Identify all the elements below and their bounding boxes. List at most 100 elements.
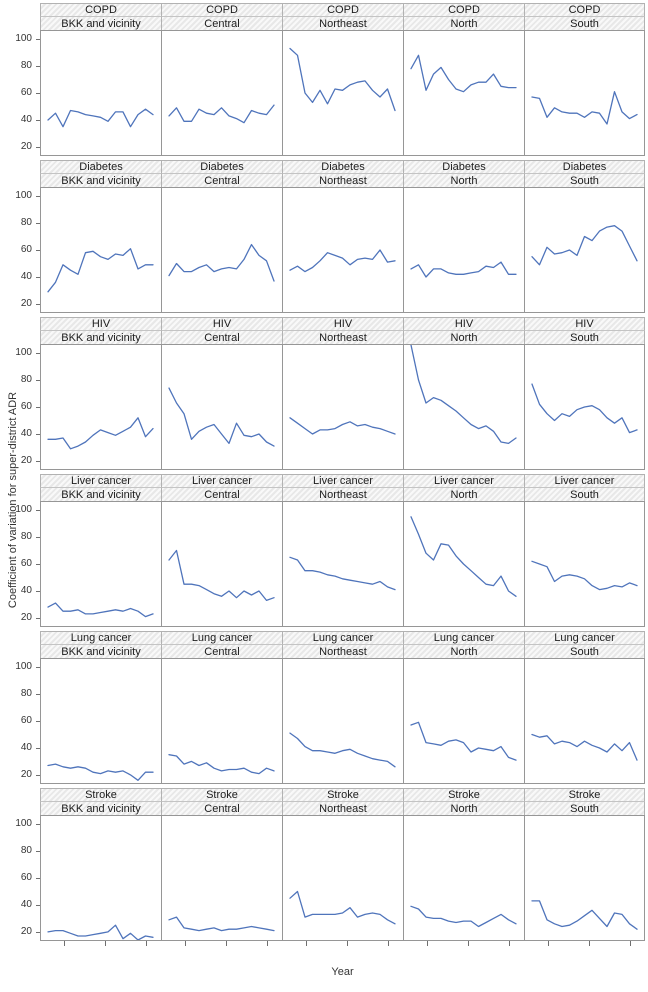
y-tick-label: 20: [20, 140, 32, 152]
y-tick-mark: [36, 223, 40, 225]
panel-diabetes-bkk-and-vicinity: [40, 187, 161, 313]
disease-strip-cell-diabetes: Diabetes: [282, 160, 403, 173]
y-tick-mark: [36, 747, 40, 749]
disease-strip-cell-stroke: Stroke: [282, 788, 403, 801]
region-strip: BKK and vicinity Central Northeast North Sou…: [40, 16, 645, 30]
panel-liver-cancer-north: [403, 501, 524, 627]
region-strip-cell-northeast: Northeast: [282, 16, 403, 30]
panel-hiv-central: [161, 344, 282, 470]
panel-copd-south: [524, 30, 645, 156]
disease-strip-cell-copd: COPD: [282, 3, 403, 16]
x-tick-mark: [468, 941, 469, 946]
y-tick-mark: [36, 774, 40, 776]
disease-strip-cell-stroke: Stroke: [40, 788, 161, 801]
y-tick-label: 80: [20, 531, 32, 543]
row-grid-stroke: Stroke Stroke Stroke Stroke Stroke BKK and vi…: [40, 788, 645, 941]
y-tick-mark: [36, 66, 40, 68]
panel-liver-cancer-bkk-and-vicinity: [40, 501, 161, 627]
panel-plot: [289, 249, 396, 273]
y-tick-label: 100: [15, 33, 32, 45]
panel-plot: [531, 91, 638, 125]
region-strip-cell-northeast: Northeast: [282, 330, 403, 344]
y-tick-mark: [36, 303, 40, 305]
panel-plot: [289, 556, 396, 591]
plot-row-diabetes: [40, 187, 645, 313]
disease-strip-cell-stroke: Stroke: [403, 788, 524, 801]
panel-copd-north: [403, 30, 524, 156]
y-tick-label: 60: [20, 872, 32, 883]
panel-plot: [289, 417, 396, 435]
disease-strip-cell-lung-cancer: Lung cancer: [524, 631, 645, 644]
y-tick-label: 40: [20, 270, 32, 282]
panel-plot: [410, 721, 517, 761]
panel-plot: [168, 916, 275, 932]
series-line: [410, 261, 517, 278]
series-line: [531, 225, 638, 266]
y-tick-label: 100: [15, 661, 32, 673]
y-tick-label: 40: [20, 741, 32, 753]
panel-lung-cancer-bkk-and-vicinity: [40, 658, 161, 784]
region-strip-cell-south: South: [524, 487, 645, 501]
series-line: [289, 556, 396, 591]
panel-plot: [531, 560, 638, 591]
disease-strip-cell-copd: COPD: [161, 3, 282, 16]
plot-row-hiv: [40, 344, 645, 470]
panel-copd-bkk-and-vicinity: [40, 30, 161, 156]
series-line: [289, 732, 396, 768]
region-strip-cell-northeast: Northeast: [282, 487, 403, 501]
y-tick-mark: [36, 39, 40, 41]
disease-strip-cell-copd: COPD: [524, 3, 645, 16]
panel-plot: [410, 516, 517, 597]
disease-strip: Stroke Stroke Stroke Stroke Stroke: [40, 788, 645, 801]
region-strip-cell-central: Central: [161, 801, 282, 815]
y-tick-mark: [36, 407, 40, 408]
region-strip: BKK and vicinity Central Northeast North Sou…: [40, 644, 645, 658]
region-strip-cell-bkk-and-vicinity: BKK and vicinity: [40, 644, 161, 658]
y-tick-label: 20: [20, 611, 32, 623]
y-tick-mark: [36, 510, 40, 512]
y-tick-label: 20: [20, 925, 32, 937]
panel-stroke-bkk-and-vicinity: [40, 815, 161, 941]
disease-strip-cell-liver-cancer: Liver cancer: [161, 474, 282, 487]
region-strip-cell-central: Central: [161, 330, 282, 344]
panel-row-hiv: 100 80 60 40 20 HIV HIV HIV HIV HIV BKK and vicini…: [0, 317, 648, 470]
region-strip-cell-south: South: [524, 330, 645, 344]
y-tick-mark: [36, 824, 40, 826]
series-line: [410, 721, 517, 761]
panel-row-copd: 100 80 60 40 20 COPD COPD COPD COPD COPD BKK and v…: [0, 3, 648, 156]
panel-plot: [410, 345, 517, 445]
panel-liver-cancer-south: [524, 501, 645, 627]
series-line: [168, 916, 275, 932]
panel-liver-cancer-central: [161, 501, 282, 627]
panel-plot: [168, 243, 275, 282]
y-tick-mark: [36, 93, 40, 94]
x-tick-mark: [589, 941, 590, 946]
y-tick-label: 100: [15, 347, 32, 359]
x-tick-mark: [306, 941, 307, 946]
series-line: [47, 763, 154, 781]
region-strip-cell-south: South: [524, 16, 645, 30]
disease-strip-cell-stroke: Stroke: [524, 788, 645, 801]
disease-strip-cell-diabetes: Diabetes: [524, 160, 645, 173]
disease-strip-cell-diabetes: Diabetes: [161, 160, 282, 173]
panel-plot: [168, 754, 275, 775]
panel-plot: [531, 733, 638, 761]
disease-strip-cell-lung-cancer: Lung cancer: [40, 631, 161, 644]
y-tick-mark: [36, 380, 40, 382]
panel-plot: [168, 549, 275, 602]
y-tick-mark: [36, 146, 40, 148]
panel-diabetes-north: [403, 187, 524, 313]
x-tick-mark: [388, 941, 389, 946]
series-line: [168, 754, 275, 775]
y-tick-label: 80: [20, 217, 32, 229]
y-tick-label: 80: [20, 60, 32, 72]
series-line: [531, 91, 638, 125]
region-strip: BKK and vicinity Central Northeast North Sou…: [40, 330, 645, 344]
panel-plot: [289, 47, 396, 112]
region-strip-cell-northeast: Northeast: [282, 644, 403, 658]
x-tick-mark: [347, 941, 348, 946]
series-line: [168, 243, 275, 282]
y-tick-label: 80: [20, 845, 32, 857]
series-line: [531, 383, 638, 434]
